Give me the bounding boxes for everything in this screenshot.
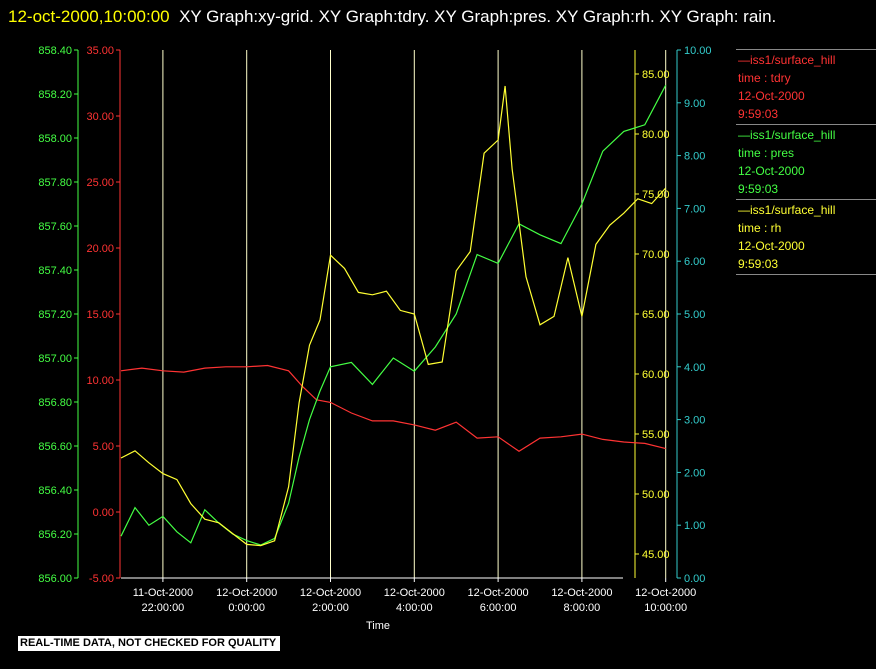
y-tick-label-pres: 858.00 <box>38 133 72 145</box>
x-tick-label-time: 6:00:00 <box>480 602 517 614</box>
legend-label: time : tdry <box>738 71 791 85</box>
y-tick-label-tdry: 0.00 <box>93 507 114 519</box>
x-tick-label-time: 8:00:00 <box>564 602 601 614</box>
page-title: 12-oct-2000,10:00:00 XY Graph:xy-grid. X… <box>8 2 868 31</box>
legend-line: —iss1/surface_hill <box>738 53 836 67</box>
x-tick-label-date: 12-Oct-2000 <box>300 587 361 599</box>
x-tick-label-date: 12-Oct-2000 <box>384 587 445 599</box>
y-tick-label-tdry: 20.00 <box>86 243 114 255</box>
x-tick-label-date: 12-Oct-2000 <box>216 587 277 599</box>
x-tick-label-date: 12-Oct-2000 <box>551 587 612 599</box>
series-line-pres <box>120 84 667 546</box>
x-tick-label-time: 4:00:00 <box>396 602 433 614</box>
legend-line: —iss1/surface_hill <box>738 128 836 142</box>
y-tick-label-rain: 5.00 <box>684 309 705 321</box>
x-tick-label-date: 11-Oct-2000 <box>133 587 193 599</box>
y-tick-label-pres: 858.40 <box>38 45 72 57</box>
y-tick-label-tdry: 35.00 <box>86 45 114 57</box>
legend-time: 9:59:03 <box>738 107 779 121</box>
y-tick-label-rain: 2.00 <box>684 467 705 479</box>
y-tick-label-rh: 60.00 <box>642 369 670 381</box>
x-tick-label-time: 22:00:00 <box>141 602 184 614</box>
y-tick-label-pres: 857.00 <box>38 353 72 365</box>
legend-time: 9:59:03 <box>738 182 779 196</box>
y-tick-label-pres: 857.20 <box>38 309 72 321</box>
y-tick-label-rh: 50.00 <box>642 489 670 501</box>
y-tick-label-pres: 857.80 <box>38 177 72 189</box>
series-line-tdry <box>120 364 666 453</box>
legend-label: time : rh <box>738 221 782 235</box>
y-tick-label-rain: 8.00 <box>684 151 705 163</box>
y-tick-label-rain: 7.00 <box>684 203 705 215</box>
legend-label: time : pres <box>738 146 795 160</box>
y-tick-label-pres: 857.60 <box>38 221 72 233</box>
y-tick-label-rh: 55.00 <box>642 429 670 441</box>
legend-separator <box>736 124 876 125</box>
legend-date: 12-Oct-2000 <box>738 239 805 253</box>
legend-separator <box>736 199 876 200</box>
y-tick-label-rain: 0.00 <box>684 573 705 585</box>
legend-separator <box>736 49 876 50</box>
legend-date: 12-Oct-2000 <box>738 164 805 178</box>
legend: —iss1/surface_hill time : tdry 12-Oct-2000… <box>736 49 876 275</box>
y-tick-label-rh: 80.00 <box>642 129 670 141</box>
y-tick-label-pres: 856.80 <box>38 397 72 409</box>
y-tick-label-rain: 3.00 <box>684 415 705 427</box>
x-tick-label-time: 2:00:00 <box>312 602 349 614</box>
x-tick-label-date: 12-Oct-2000 <box>635 587 696 599</box>
y-tick-label-pres: 856.20 <box>38 529 72 541</box>
y-tick-label-rh: 65.00 <box>642 309 670 321</box>
legend-separator <box>736 274 876 275</box>
series-line-rh <box>120 85 667 547</box>
y-tick-label-rain: 10.00 <box>684 45 712 57</box>
legend-line: —iss1/surface_hill <box>738 203 836 217</box>
y-tick-label-pres: 856.40 <box>38 485 72 497</box>
x-tick-label-time: 10:00:00 <box>644 602 687 614</box>
x-axis-title: Time <box>366 620 390 632</box>
quality-disclaimer: REAL-TIME DATA, NOT CHECKED FOR QUALITY <box>18 636 281 651</box>
title-timestamp: 12-oct-2000,10:00:00 <box>8 7 170 26</box>
y-tick-label-pres: 858.20 <box>38 89 72 101</box>
y-tick-label-rain: 4.00 <box>684 362 705 374</box>
y-tick-label-tdry: -5.00 <box>89 573 114 585</box>
x-tick-label-date: 12-Oct-2000 <box>468 587 529 599</box>
y-tick-label-rh: 70.00 <box>642 249 670 261</box>
y-tick-label-tdry: 10.00 <box>86 375 114 387</box>
y-tick-label-rain: 1.00 <box>684 520 705 532</box>
y-tick-label-tdry: 25.00 <box>86 177 114 189</box>
y-tick-label-pres: 856.00 <box>38 573 72 585</box>
legend-date: 12-Oct-2000 <box>738 89 805 103</box>
y-tick-label-pres: 856.60 <box>38 441 72 453</box>
legend-time: 9:59:03 <box>738 257 779 271</box>
y-tick-label-rh: 45.00 <box>642 549 670 561</box>
y-tick-label-rain: 9.00 <box>684 98 705 110</box>
y-tick-label-rain: 6.00 <box>684 256 705 268</box>
title-graph-list: XY Graph:xy-grid. XY Graph:tdry. XY Grap… <box>179 7 777 26</box>
x-tick-label-time: 0:00:00 <box>228 602 265 614</box>
y-tick-label-rh: 85.00 <box>642 69 670 81</box>
y-tick-label-pres: 857.40 <box>38 265 72 277</box>
y-tick-label-tdry: 15.00 <box>86 309 114 321</box>
y-tick-label-tdry: 30.00 <box>86 111 114 123</box>
y-tick-label-tdry: 5.00 <box>93 441 114 453</box>
